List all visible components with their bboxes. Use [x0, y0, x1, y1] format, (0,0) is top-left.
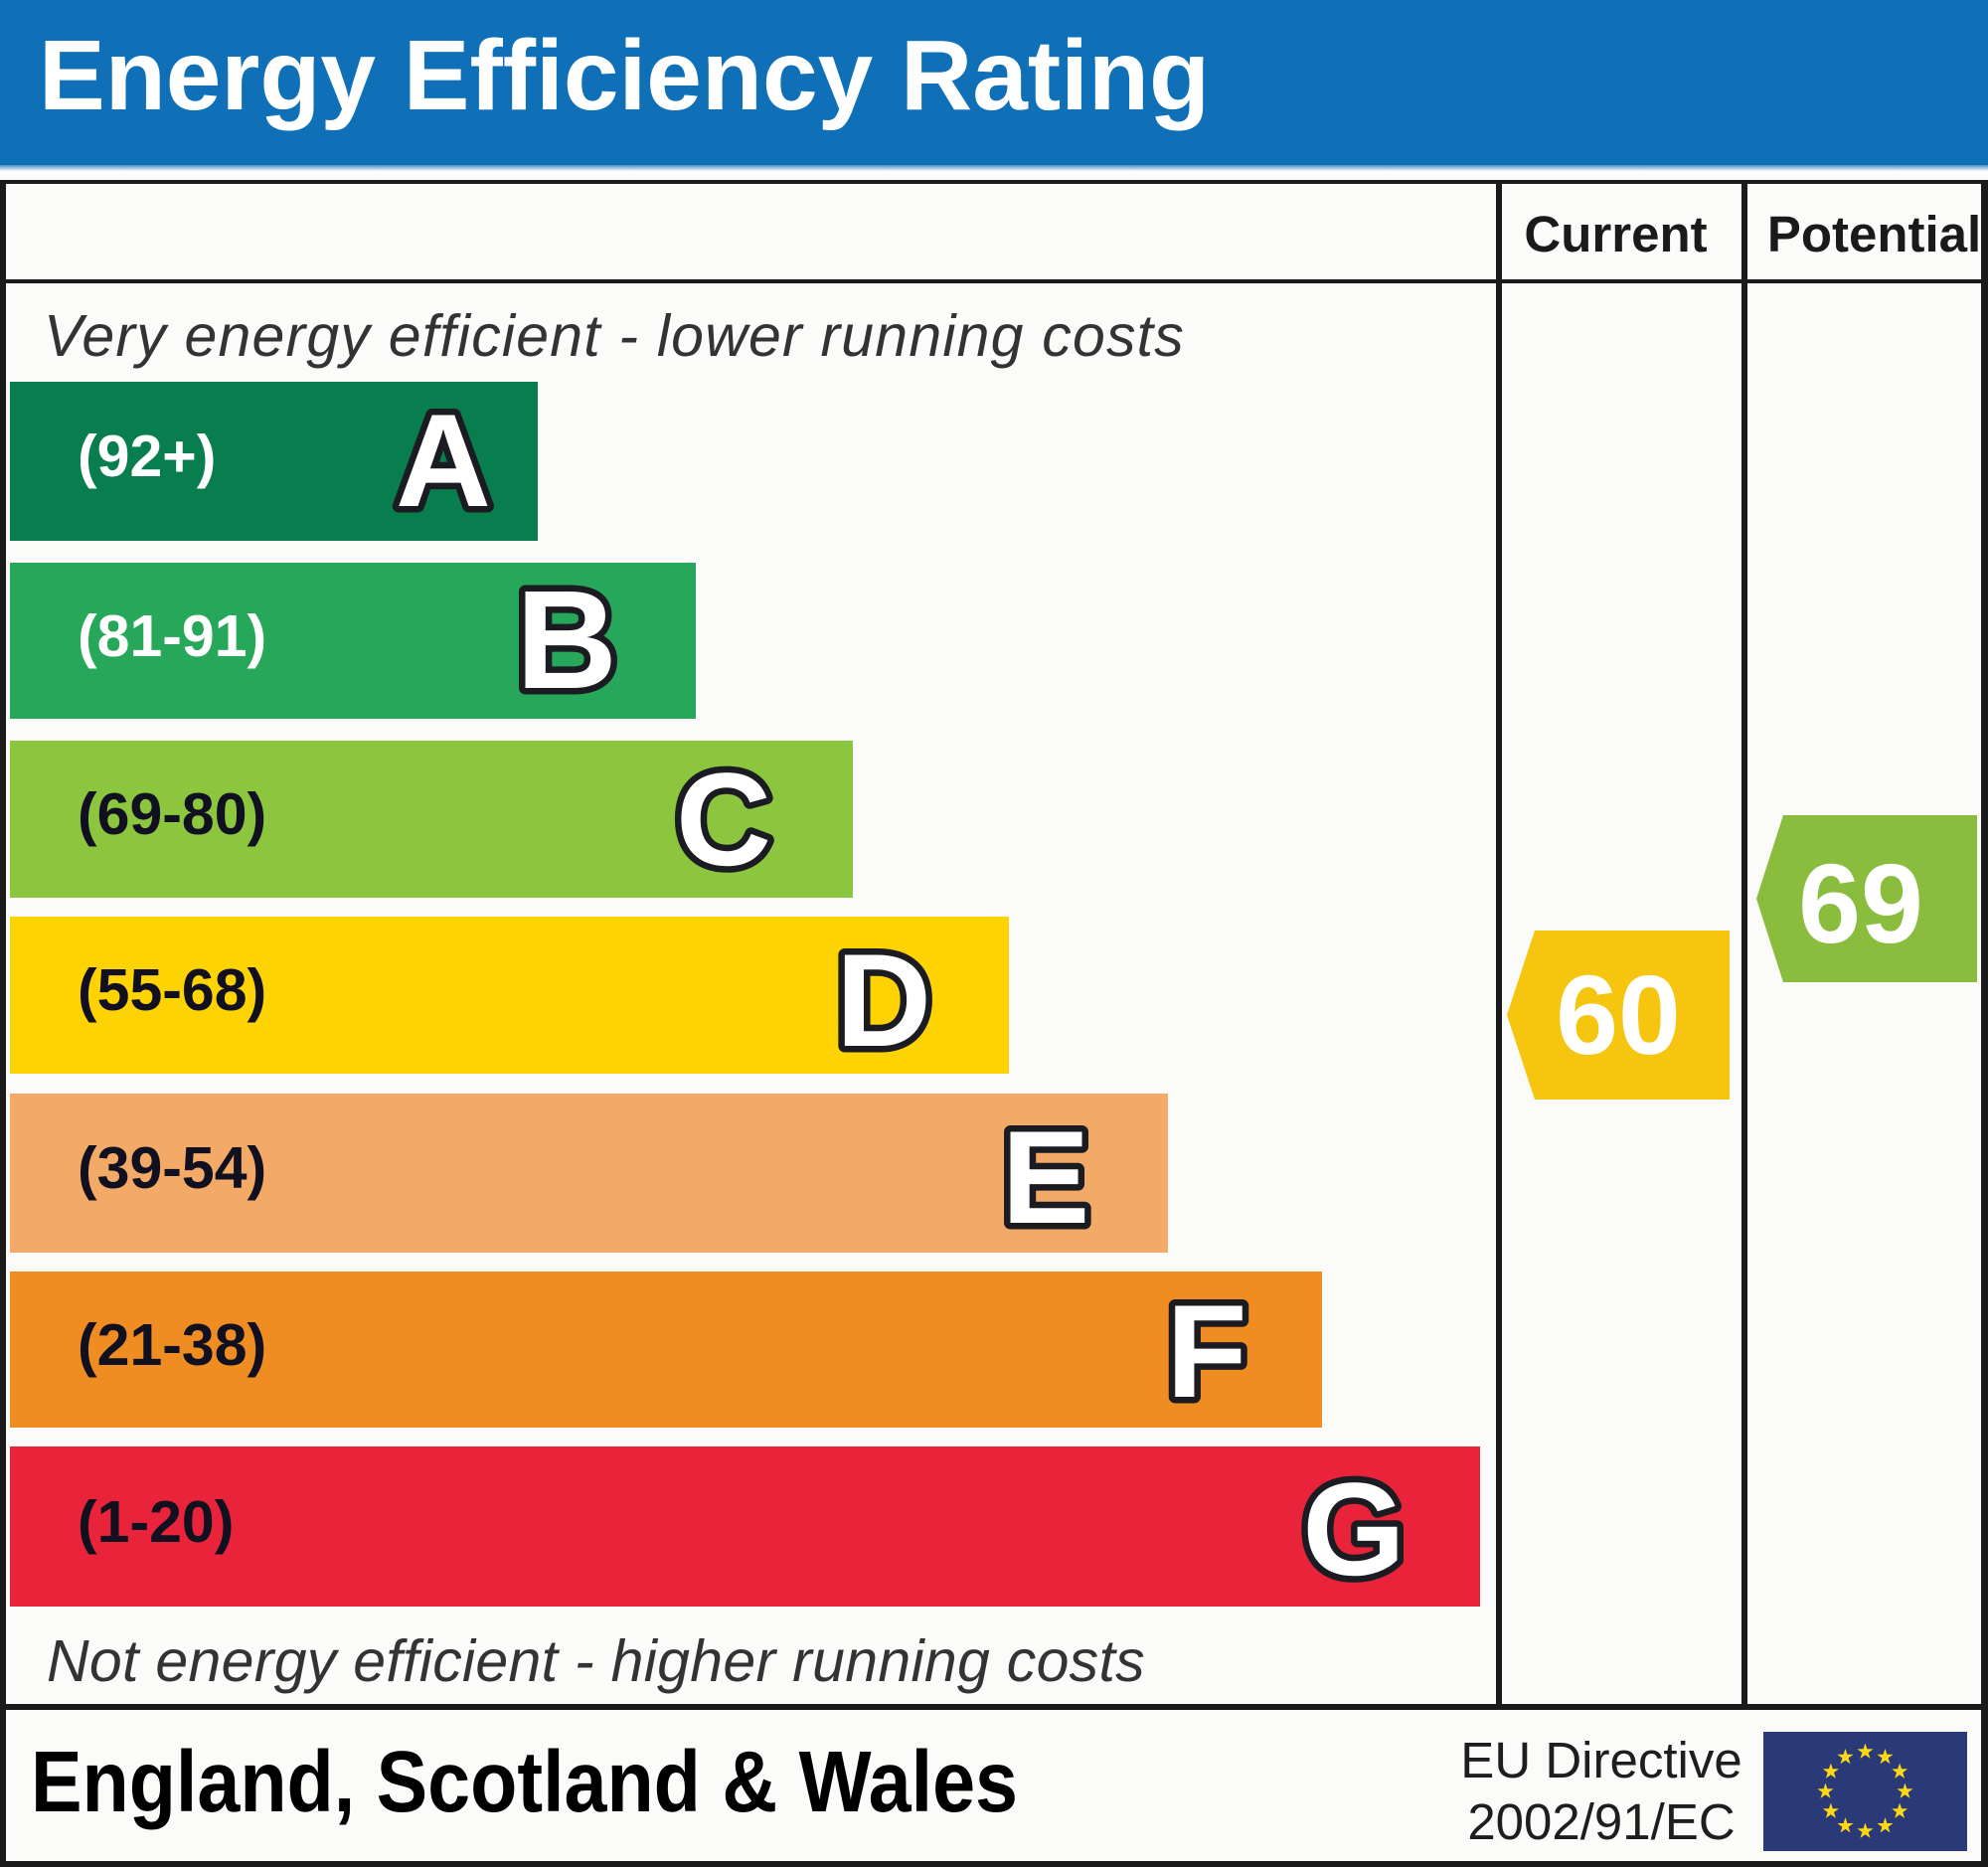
svg-text:F: F — [1166, 1281, 1246, 1417]
svg-text:E: E — [1002, 1107, 1090, 1243]
svg-text:C: C — [676, 750, 771, 885]
svg-text:B: B — [516, 570, 617, 705]
svg-text:G: G — [1302, 1459, 1405, 1595]
svg-text:D: D — [836, 931, 931, 1066]
svg-text:A: A — [396, 391, 491, 526]
